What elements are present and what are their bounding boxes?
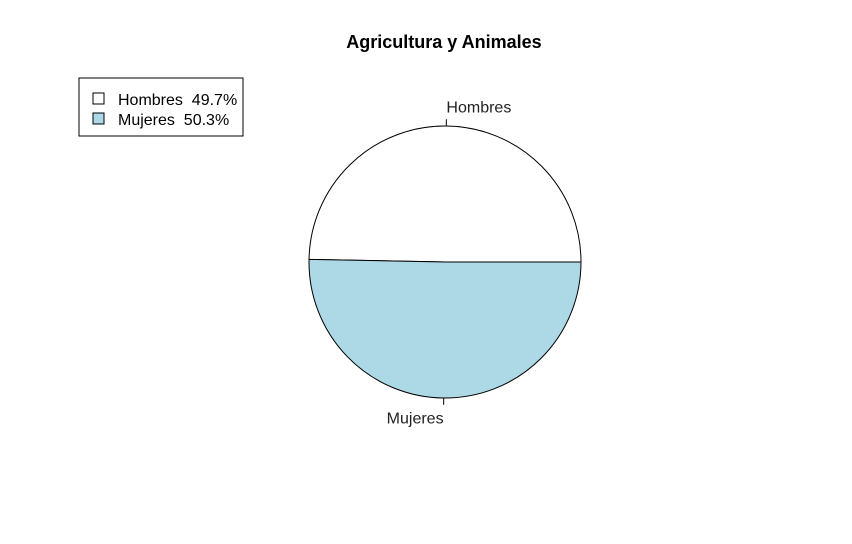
legend: Hombres 49.7% Mujeres 50.3%: [78, 77, 244, 137]
pie-slice-hombres: [308, 125, 582, 263]
chart-title: Agricultura y Animales: [346, 32, 541, 52]
pie-slices: [308, 125, 582, 399]
legend-box: [78, 77, 244, 137]
legend-swatch-mujeres: [92, 112, 105, 125]
pie-slice-mujeres: [308, 258, 582, 399]
pie-label-hombres: Hombres: [446, 99, 511, 116]
legend-label-mujeres: Mujeres 50.3%: [118, 112, 229, 129]
pie-label-mujeres: Mujeres: [387, 411, 444, 428]
pie-labels: Hombres Mujeres: [387, 99, 512, 427]
legend-swatch-hombres: [92, 92, 105, 105]
legend-label-hombres: Hombres 49.7%: [118, 92, 237, 109]
